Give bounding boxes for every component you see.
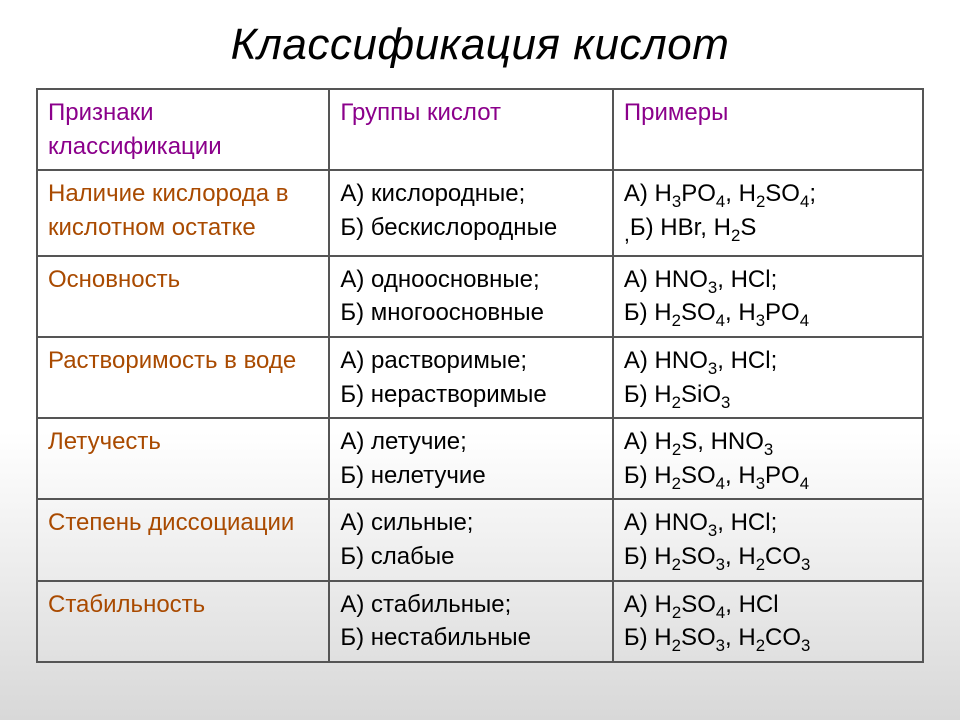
criteria-cell: Степень диссоциации xyxy=(37,499,329,580)
examples-cell: А) HNO3, HCl;Б) H2SO4, H3PO4 xyxy=(613,256,923,337)
examples-cell: А) H2S, HNO3Б) H2SO4, H3PO4 xyxy=(613,418,923,499)
col-header-examples: Примеры xyxy=(613,89,923,170)
groups-cell: А) сильные;Б) слабые xyxy=(329,499,613,580)
examples-cell: А) HNO3, HCl;Б) H2SO3, H2CO3 xyxy=(613,499,923,580)
criteria-cell: Растворимость в воде xyxy=(37,337,329,418)
table-row: Степень диссоциацииА) сильные;Б) слабыеА… xyxy=(37,499,923,580)
examples-cell: А) H2SO4, HClБ) H2SO3, H2CO3 xyxy=(613,581,923,662)
groups-cell: А) кислородные;Б) бескислородные xyxy=(329,170,613,256)
groups-cell: А) растворимые;Б) нерастворимые xyxy=(329,337,613,418)
criteria-cell: Основность xyxy=(37,256,329,337)
table-row: ОсновностьА) одноосновные;Б) многоосновн… xyxy=(37,256,923,337)
page-title: Классификация кислот xyxy=(36,20,924,70)
col-header-groups: Группы кислот xyxy=(329,89,613,170)
col-header-criteria: Признаки классификации xyxy=(37,89,329,170)
table-row: Растворимость в водеА) растворимые;Б) не… xyxy=(37,337,923,418)
table-row: Наличие кислорода в кислотном остаткеА) … xyxy=(37,170,923,256)
table-row: ЛетучестьА) летучие;Б) нелетучиеА) H2S, … xyxy=(37,418,923,499)
examples-cell: А) H3PO4, H2SO4;,Б) HBr, H2S xyxy=(613,170,923,256)
table-row: СтабильностьА) стабильные;Б) нестабильны… xyxy=(37,581,923,662)
table-body: Наличие кислорода в кислотном остаткеА) … xyxy=(37,170,923,662)
table-header-row: Признаки классификации Группы кислот При… xyxy=(37,89,923,170)
groups-cell: А) одноосновные;Б) многоосновные xyxy=(329,256,613,337)
criteria-cell: Наличие кислорода в кислотном остатке xyxy=(37,170,329,256)
groups-cell: А) стабильные;Б) нестабильные xyxy=(329,581,613,662)
groups-cell: А) летучие;Б) нелетучие xyxy=(329,418,613,499)
criteria-cell: Стабильность xyxy=(37,581,329,662)
classification-table: Признаки классификации Группы кислот При… xyxy=(36,88,924,663)
examples-cell: А) HNO3, HCl;Б) H2SiO3 xyxy=(613,337,923,418)
criteria-cell: Летучесть xyxy=(37,418,329,499)
